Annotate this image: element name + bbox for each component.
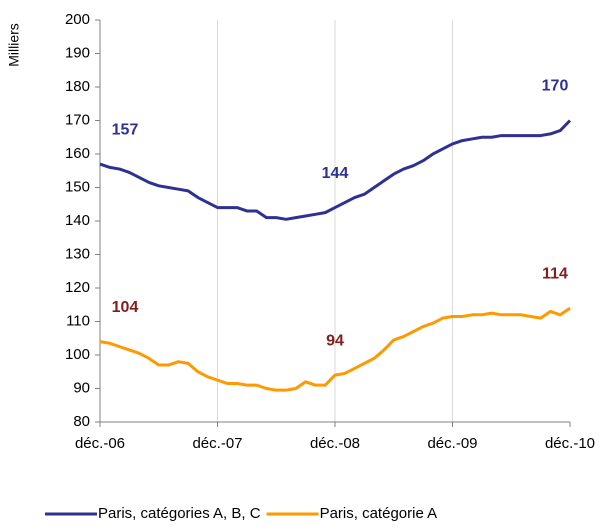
x-tick-label: déc.-08 [310,435,360,452]
data-label: 114 [542,265,568,282]
legend-label: Paris, catégories A, B, C [98,505,261,522]
y-tick-label: 180 [65,78,90,95]
y-tick-label: 120 [65,279,90,296]
y-axis-label: Milliers [6,23,22,67]
data-label: 94 [326,332,344,349]
y-tick-label: 110 [66,312,90,329]
data-label: 104 [112,299,139,316]
series-line [99,306,571,392]
data-label: 157 [112,121,139,138]
y-tick-label: 160 [65,145,90,162]
data-label: 170 [542,78,569,95]
data-label: 144 [322,165,349,182]
y-tick-label: 170 [65,111,90,128]
y-tick-label: 200 [65,11,90,28]
series-line [99,119,572,221]
y-tick-label: 190 [65,44,90,61]
y-tick-label: 100 [65,346,90,363]
y-tick-label: 140 [65,212,90,229]
y-tick-label: 130 [65,245,90,262]
y-tick-label: 80 [73,413,90,430]
x-tick-label: déc.-07 [192,435,242,452]
x-tick-label: déc.-09 [427,435,477,452]
legend-label: Paris, catégorie A [320,505,438,522]
y-tick-label: 150 [65,178,90,195]
x-tick-label: déc.-06 [75,435,125,452]
x-tick-label: déc.-10 [545,435,595,452]
y-tick-label: 90 [73,379,90,396]
